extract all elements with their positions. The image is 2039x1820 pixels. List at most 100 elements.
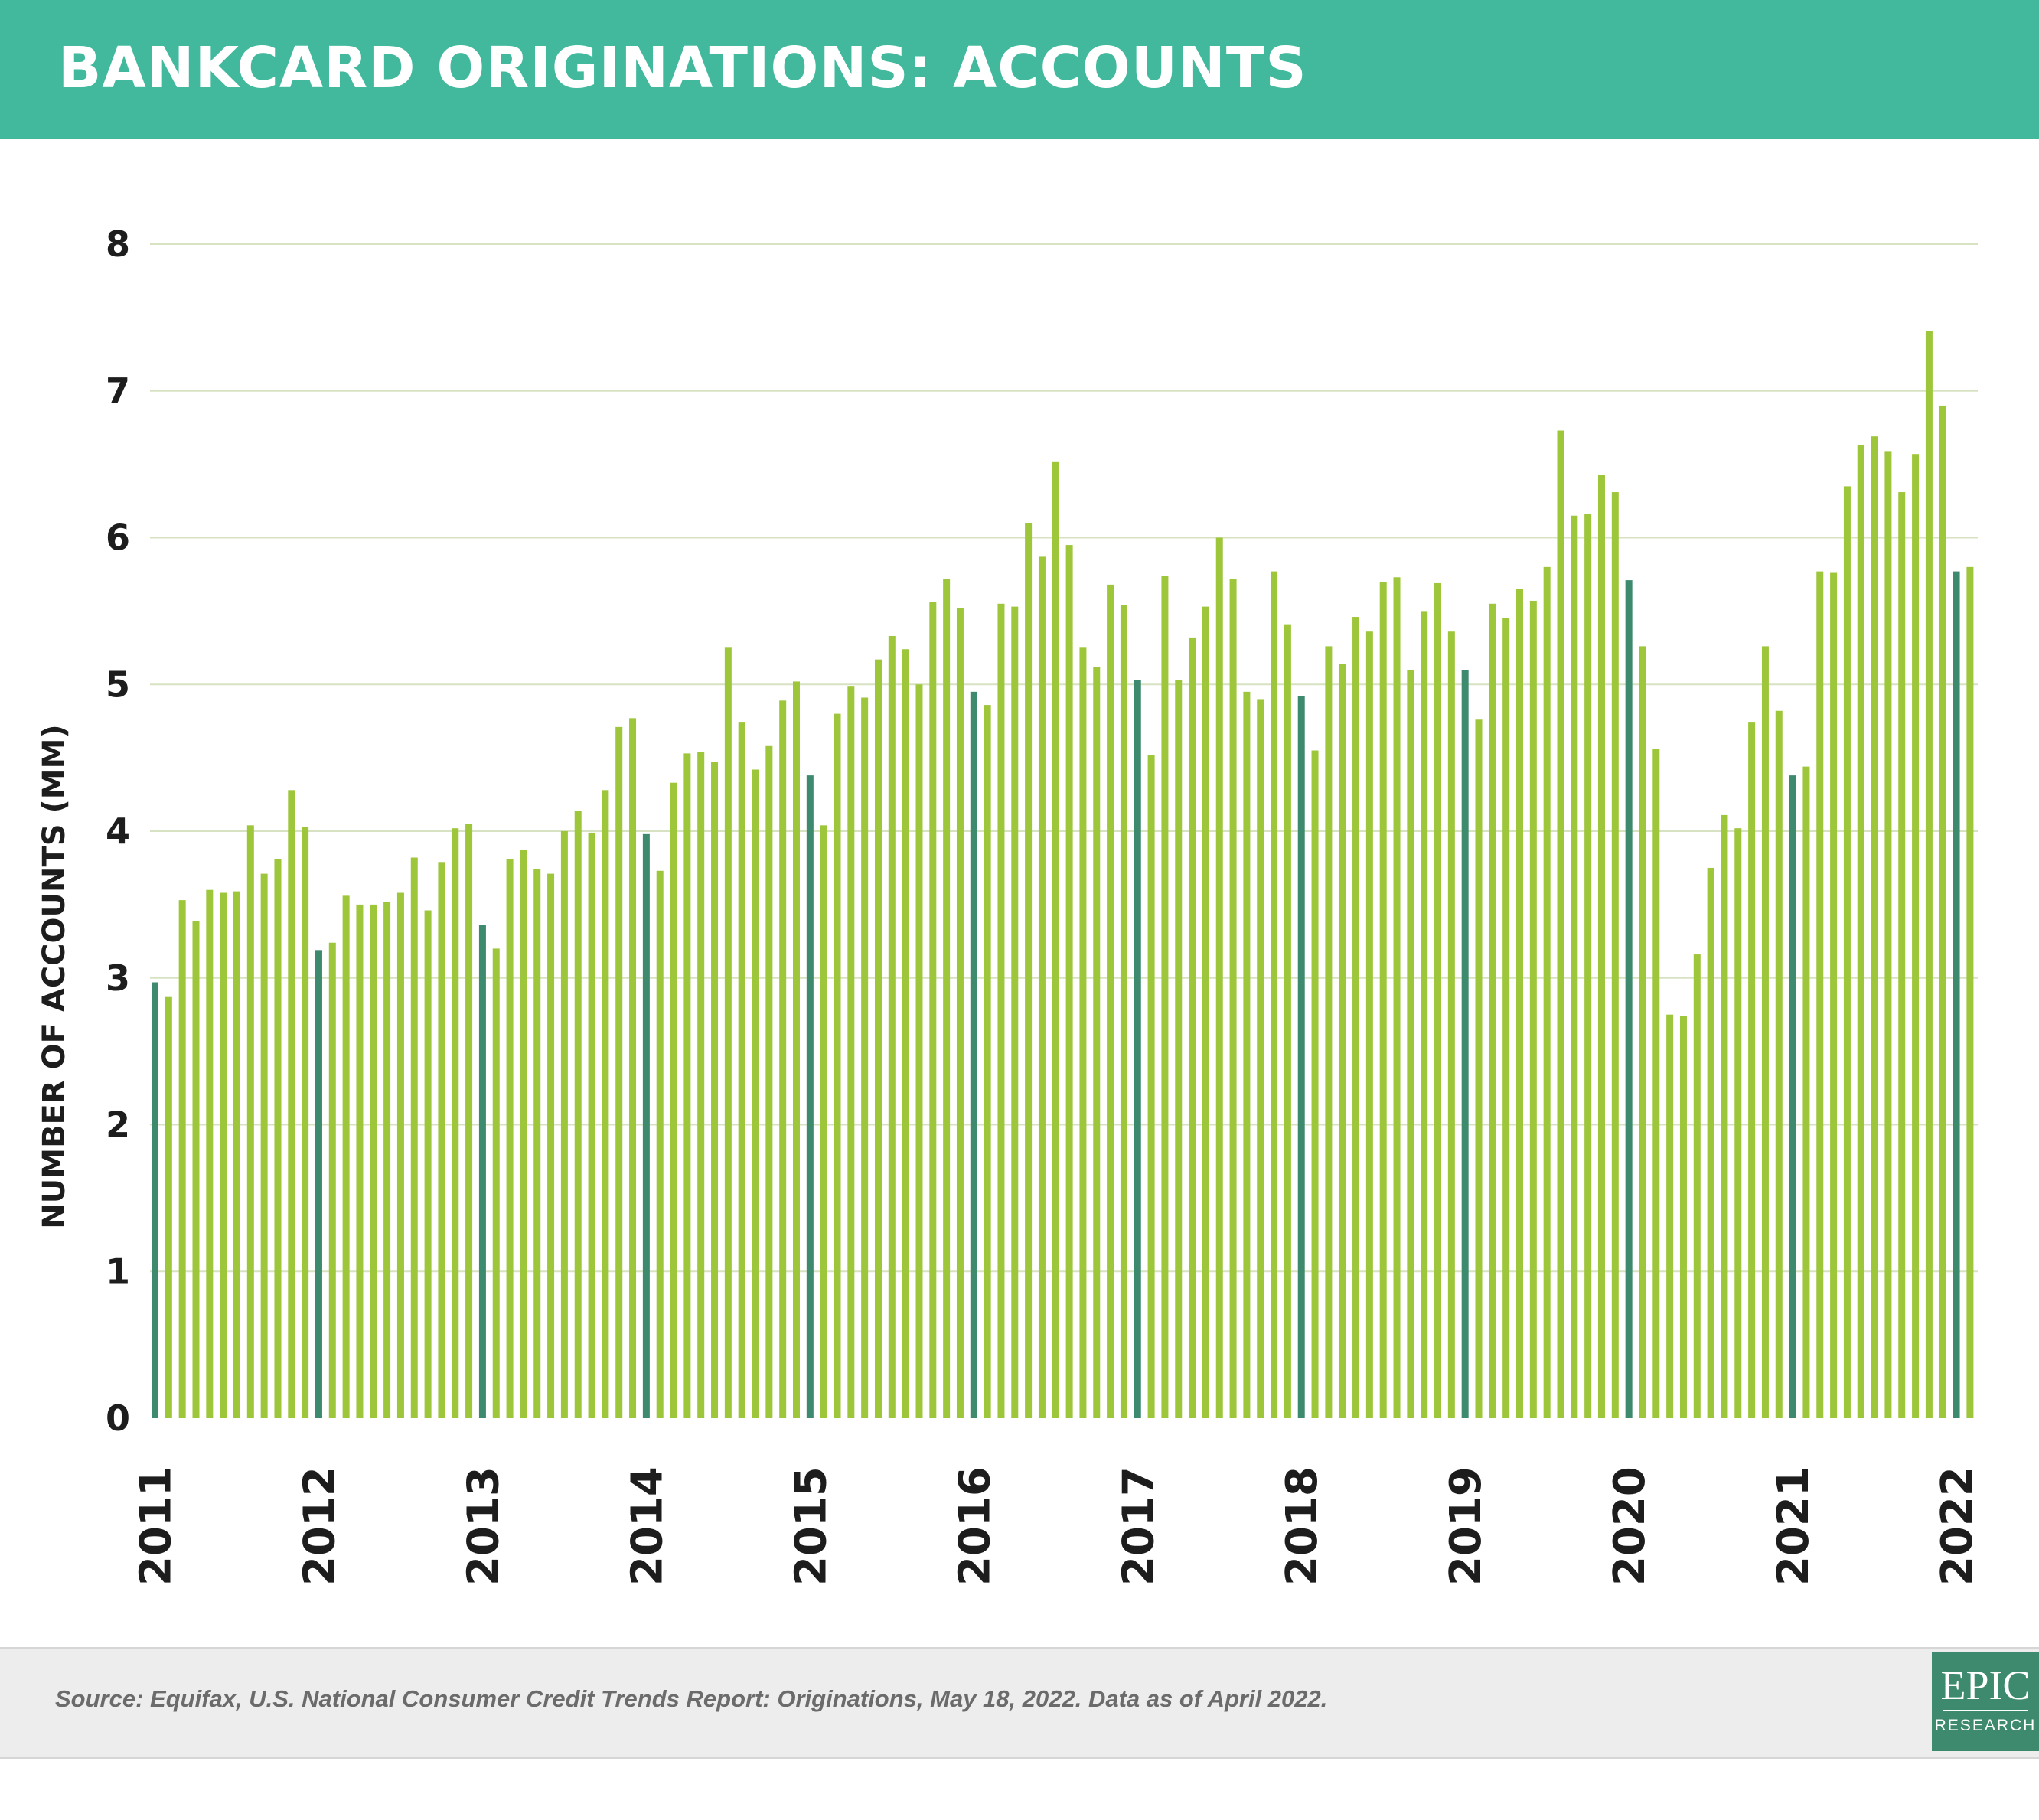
bar xyxy=(861,697,869,1418)
bar xyxy=(1543,566,1551,1418)
bar xyxy=(1434,582,1442,1419)
bar xyxy=(560,831,568,1418)
bar xyxy=(328,942,336,1418)
x-tick-label: 2020 xyxy=(1605,1466,1655,1586)
bar xyxy=(1447,631,1455,1418)
bar xyxy=(1857,445,1864,1419)
bar xyxy=(1271,571,1278,1418)
x-tick-label: 2013 xyxy=(458,1466,508,1586)
bar xyxy=(506,859,514,1418)
bar xyxy=(711,762,719,1418)
bar xyxy=(1693,954,1701,1418)
logo-divider xyxy=(1943,1710,2028,1711)
bar xyxy=(1475,719,1483,1418)
bar xyxy=(1421,611,1428,1419)
bar xyxy=(697,752,705,1418)
bar xyxy=(1175,680,1183,1418)
bar xyxy=(1107,584,1114,1418)
bar xyxy=(1311,750,1319,1418)
bar xyxy=(997,603,1005,1418)
bar xyxy=(670,782,677,1418)
bar xyxy=(929,602,937,1418)
bar xyxy=(738,722,745,1418)
header-banner: BANKCARD ORIGINATIONS: ACCOUNTS xyxy=(0,0,2039,139)
bar xyxy=(1065,545,1073,1418)
bar xyxy=(1379,582,1387,1418)
bar xyxy=(1407,670,1414,1418)
bar xyxy=(356,904,364,1419)
bar xyxy=(1461,670,1469,1418)
bar xyxy=(302,827,309,1418)
bar xyxy=(629,718,637,1418)
bar xyxy=(1761,646,1769,1418)
bar xyxy=(1884,451,1892,1418)
bar xyxy=(956,608,964,1418)
bar xyxy=(1721,814,1728,1418)
logo-epic-text: EPIC xyxy=(1940,1662,2031,1708)
bar xyxy=(260,873,268,1418)
chart-title: BANKCARD ORIGINATIONS: ACCOUNTS xyxy=(58,35,1307,101)
bar xyxy=(902,649,909,1418)
bar xyxy=(342,895,350,1418)
y-axis-ticks: 0 1 2 3 4 5 6 7 8 xyxy=(106,223,130,1439)
bar xyxy=(984,705,991,1418)
bar xyxy=(1707,867,1714,1418)
y-axis-label: NUMBER OF ACCOUNTS (MM) xyxy=(37,724,72,1228)
y-tick-label: 6 xyxy=(106,517,130,559)
bar xyxy=(1093,667,1101,1418)
bar xyxy=(847,686,855,1418)
bar xyxy=(1489,603,1496,1418)
y-tick-label: 2 xyxy=(106,1104,130,1146)
bar xyxy=(779,700,787,1418)
bar xyxy=(424,910,432,1418)
bar xyxy=(152,982,158,1418)
bar xyxy=(1229,579,1237,1419)
y-tick-label: 8 xyxy=(106,223,130,265)
bar xyxy=(396,892,404,1418)
bar xyxy=(1339,664,1346,1418)
bar xyxy=(220,892,227,1418)
bar xyxy=(1830,572,1838,1418)
bar xyxy=(1502,618,1510,1419)
bar xyxy=(1789,775,1796,1418)
bar xyxy=(1898,492,1906,1418)
bar xyxy=(874,659,882,1418)
bar xyxy=(1939,405,1946,1418)
logo-research-text: RESEARCH xyxy=(1934,1717,2037,1734)
bar xyxy=(192,920,200,1418)
bar xyxy=(752,769,759,1418)
bar xyxy=(1652,749,1660,1418)
bar xyxy=(1912,454,1920,1419)
bar xyxy=(1953,571,1960,1418)
bar xyxy=(793,681,801,1418)
bar xyxy=(915,684,923,1418)
bar xyxy=(370,904,377,1419)
bar xyxy=(246,825,254,1418)
bar xyxy=(452,828,459,1418)
x-tick-label: 2019 xyxy=(1441,1466,1491,1586)
bar xyxy=(970,691,977,1418)
x-axis-ticks: 2011 2012 2013 2014 2015 2016 2017 2018 2019 2020… xyxy=(132,1466,1983,1586)
bar xyxy=(1748,722,1756,1418)
y-tick-label: 7 xyxy=(106,370,130,412)
bar xyxy=(1597,475,1605,1418)
footer: Source: Equifax, U.S. National Consumer … xyxy=(0,1647,2039,1759)
gridlines xyxy=(150,243,1978,1273)
bar xyxy=(1734,828,1742,1418)
bar xyxy=(615,726,623,1418)
bar xyxy=(274,859,282,1418)
x-tick-label: 2012 xyxy=(295,1466,344,1586)
bar xyxy=(602,790,609,1418)
bar xyxy=(315,950,322,1418)
bar xyxy=(1079,647,1087,1418)
bar xyxy=(178,900,186,1418)
bar xyxy=(478,925,486,1418)
epic-research-logo: EPIC RESEARCH xyxy=(1932,1652,2039,1751)
bar xyxy=(1775,710,1783,1418)
bar xyxy=(888,635,896,1418)
bar xyxy=(1516,589,1523,1418)
bar xyxy=(1966,566,1974,1418)
bar xyxy=(1120,605,1127,1419)
bar xyxy=(520,850,527,1418)
bar xyxy=(1011,606,1019,1418)
